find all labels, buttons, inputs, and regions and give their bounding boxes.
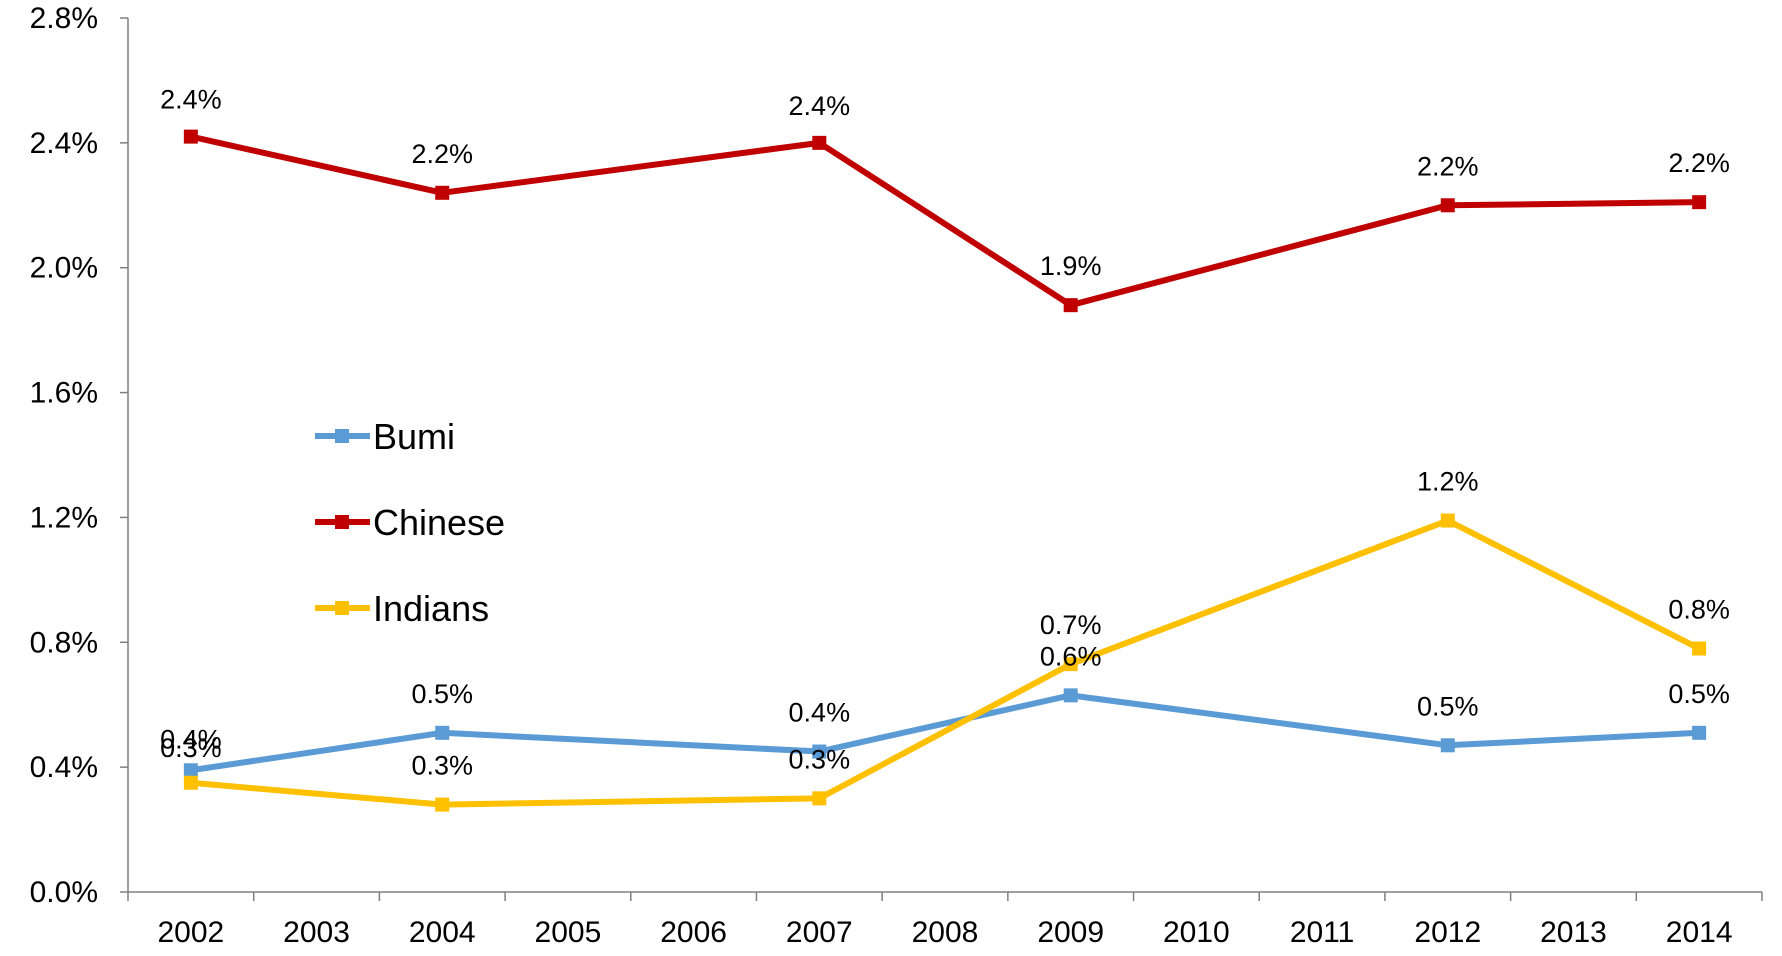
data-label-chinese: 2.2% xyxy=(1417,151,1479,181)
x-tick-label: 2002 xyxy=(157,916,224,949)
data-label-bumi: 0.5% xyxy=(1668,679,1730,709)
data-label-chinese: 1.9% xyxy=(1040,251,1102,281)
data-point-bumi xyxy=(812,744,827,759)
data-labels: 0.4% 0.5% 0.4% 0.6% 0.5% 0.5% 2.4% 2.2% 2.4% 1.9%… xyxy=(160,85,1730,781)
data-label-chinese: 2.2% xyxy=(411,139,473,169)
x-tick-label: 2013 xyxy=(1540,916,1607,949)
data-label-chinese: 2.4% xyxy=(160,85,222,115)
data-point-chinese xyxy=(1440,198,1455,213)
data-point-indians xyxy=(1063,657,1078,672)
x-tick-label: 2006 xyxy=(660,916,727,949)
legend-label: Indians xyxy=(373,588,489,629)
data-label-indians: 0.8% xyxy=(1668,595,1730,625)
data-point-chinese xyxy=(812,135,827,150)
data-label-indians: 0.3% xyxy=(411,751,473,781)
data-label-indians: 0.3% xyxy=(789,744,851,774)
data-point-bumi xyxy=(1063,688,1078,703)
data-point-bumi xyxy=(435,725,450,740)
x-tick-label: 2010 xyxy=(1163,916,1230,949)
legend-item-bumi: Bumi xyxy=(315,416,455,457)
data-label-bumi: 0.5% xyxy=(1417,691,1479,721)
y-tick-label: 1.6% xyxy=(30,377,98,410)
legend: Bumi Chinese Indians xyxy=(315,416,505,629)
data-point-indians xyxy=(1440,513,1455,528)
legend-label: Bumi xyxy=(373,416,455,457)
data-label-chinese: 2.4% xyxy=(789,91,851,121)
data-point-indians xyxy=(183,775,198,790)
data-point-indians xyxy=(812,791,827,806)
data-point-indians xyxy=(435,797,450,812)
data-label-indians: 0.3% xyxy=(160,733,222,763)
series-line-indians xyxy=(190,517,1701,808)
series-lines xyxy=(183,129,1707,812)
y-tick-label: 0.8% xyxy=(30,626,98,659)
legend-item-indians: Indians xyxy=(315,588,489,629)
y-tick-label: 2.4% xyxy=(30,127,98,160)
y-tick-label: 2.8% xyxy=(30,2,98,35)
legend-swatch-marker xyxy=(335,515,349,529)
series-line-bumi xyxy=(190,692,1700,774)
y-tick-label: 0.0% xyxy=(30,876,98,909)
data-point-bumi xyxy=(183,763,198,778)
data-label-indians: 1.2% xyxy=(1417,467,1479,497)
data-label-chinese: 2.2% xyxy=(1668,148,1730,178)
data-point-chinese xyxy=(1063,298,1078,313)
data-label-indians: 0.7% xyxy=(1040,610,1102,640)
legend-item-chinese: Chinese xyxy=(315,502,505,543)
x-tick-label: 2008 xyxy=(912,916,979,949)
y-tick-label: 2.0% xyxy=(30,252,98,285)
x-tick-label: 2014 xyxy=(1666,916,1733,949)
x-tick-label: 2004 xyxy=(409,916,476,949)
x-tick-label: 2011 xyxy=(1290,916,1355,949)
data-label-bumi: 0.5% xyxy=(411,679,473,709)
data-label-bumi: 0.6% xyxy=(1040,641,1102,671)
axes: 0.0% 0.4% 0.8% 1.2% 1.6% 2.0% 2.4% 2.8% 2002 2003… xyxy=(30,2,1763,949)
y-tick-label: 1.2% xyxy=(30,501,98,534)
x-tick-label: 2009 xyxy=(1037,916,1104,949)
legend-swatch-marker xyxy=(335,601,349,615)
x-tick-label: 2003 xyxy=(283,916,350,949)
legend-label: Chinese xyxy=(373,502,505,543)
series-line-chinese xyxy=(190,133,1700,309)
y-tick-label: 0.4% xyxy=(30,751,98,784)
data-point-bumi xyxy=(1440,738,1455,753)
data-point-indians xyxy=(1692,641,1707,656)
data-point-bumi xyxy=(1692,725,1707,740)
data-label-bumi: 0.4% xyxy=(789,698,851,728)
data-point-chinese xyxy=(435,185,450,200)
x-tick-label: 2012 xyxy=(1414,916,1481,949)
data-point-chinese xyxy=(1692,195,1707,210)
x-tick-label: 2007 xyxy=(786,916,853,949)
x-tick-label: 2005 xyxy=(535,916,602,949)
legend-swatch-marker xyxy=(335,429,349,443)
data-label-bumi: 0.4% xyxy=(160,724,222,754)
data-point-chinese xyxy=(183,129,198,144)
